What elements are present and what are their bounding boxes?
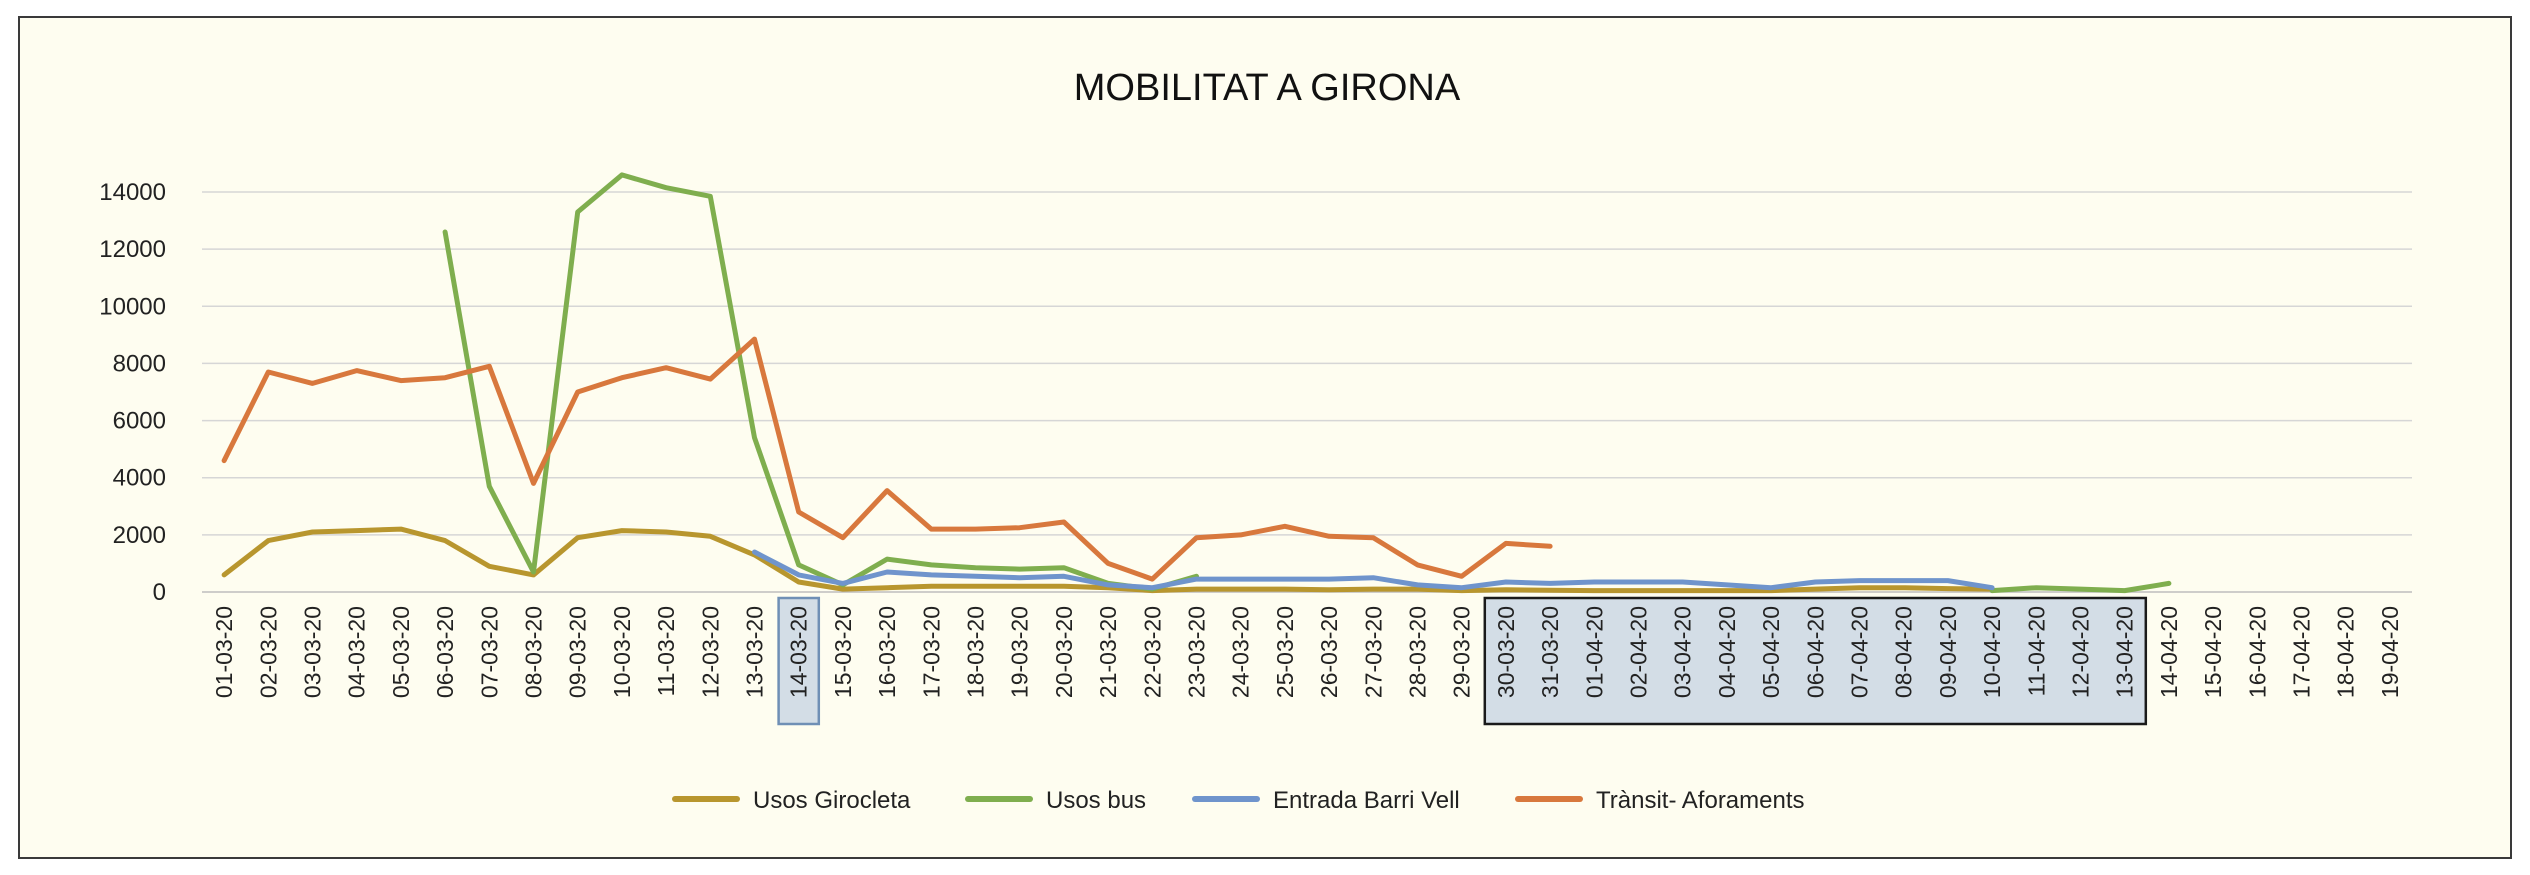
y-tick-label: 6000: [113, 408, 166, 435]
x-tick-label: 14-03-20: [786, 606, 812, 698]
x-axis-ticks: 01-03-20 02-03-20 03-03-20 04-03-20 05-03-20…: [211, 606, 2403, 698]
x-tick-label: 15-04-20: [2200, 606, 2226, 698]
y-tick-label: 8000: [113, 350, 166, 377]
legend-label: Usos bus: [1046, 787, 1146, 814]
x-tick-label: 17-04-20: [2289, 606, 2315, 698]
series-line: [1989, 580, 2172, 594]
x-tick-label: 21-03-20: [1095, 606, 1121, 698]
series-line: [752, 549, 1995, 591]
series-0: [221, 526, 1995, 594]
chart-frame: MOBILITAT A GIRONA 0 2000 4000 6000 8000 1000…: [18, 16, 2512, 859]
x-tick-label: 07-03-20: [476, 606, 502, 698]
legend-label: Entrada Barri Vell: [1273, 787, 1460, 814]
legend: Usos Girocleta Usos bus Entrada Barri Vell…: [672, 787, 1805, 814]
y-tick-label: 2000: [113, 522, 166, 549]
x-tick-label: 09-04-20: [1935, 606, 1961, 698]
x-tick-label: 16-04-20: [2244, 606, 2270, 698]
x-tick-label: 27-03-20: [1360, 606, 1386, 698]
highlight-box: [777, 596, 821, 726]
series-line: [221, 526, 1995, 594]
series-line: [221, 336, 1553, 582]
legend-label: Trànsit- Aforaments: [1596, 787, 1805, 814]
x-tick-label: 06-04-20: [1802, 606, 1828, 698]
x-tick-label: 02-04-20: [1626, 606, 1652, 698]
series-3: [221, 336, 1553, 582]
x-tick-label: 26-03-20: [1316, 606, 1342, 698]
chart-title: MOBILITAT A GIRONA: [1074, 67, 1461, 109]
series-line: [442, 172, 1199, 592]
x-tick-label: 11-04-20: [2023, 606, 2049, 696]
highlight-boxes: [777, 596, 2148, 726]
series-1: [442, 172, 2172, 594]
x-tick-label: 05-04-20: [1758, 606, 1784, 698]
x-tick-label: 04-04-20: [1714, 606, 1740, 698]
y-tick-label: 0: [153, 579, 166, 606]
x-tick-label: 07-04-20: [1847, 606, 1873, 698]
x-tick-label: 13-04-20: [2112, 606, 2138, 698]
x-tick-label: 15-03-20: [830, 606, 856, 698]
x-tick-label: 08-04-20: [1891, 606, 1917, 698]
x-tick-label: 31-03-20: [1537, 606, 1563, 698]
x-tick-label: 20-03-20: [1051, 606, 1077, 698]
x-tick-label: 10-03-20: [609, 606, 635, 698]
x-tick-label: 05-03-20: [388, 606, 414, 698]
x-tick-label: 22-03-20: [1139, 606, 1165, 698]
x-tick-label: 25-03-20: [1272, 606, 1298, 698]
x-tick-label: 01-03-20: [211, 606, 237, 698]
x-tick-label: 30-03-20: [1493, 606, 1519, 698]
x-tick-label: 03-03-20: [300, 606, 326, 698]
y-tick-label: 12000: [99, 236, 166, 263]
x-tick-label: 18-03-20: [963, 606, 989, 698]
x-tick-label: 11-03-20: [653, 606, 679, 696]
y-tick-label: 4000: [113, 465, 166, 492]
x-tick-label: 04-03-20: [344, 606, 370, 698]
x-tick-label: 12-04-20: [2068, 606, 2094, 698]
x-tick-label: 02-03-20: [255, 606, 281, 698]
x-tick-label: 18-04-20: [2333, 606, 2359, 698]
y-tick-label: 10000: [99, 293, 166, 320]
x-tick-label: 24-03-20: [1228, 606, 1254, 698]
x-tick-label: 09-03-20: [565, 606, 591, 698]
x-tick-label: 03-04-20: [1670, 606, 1696, 698]
x-tick-label: 29-03-20: [1449, 606, 1475, 698]
x-tick-label: 12-03-20: [697, 606, 723, 698]
y-tick-label: 14000: [99, 179, 166, 206]
x-tick-label: 08-03-20: [521, 606, 547, 698]
gridlines: [202, 191, 2412, 593]
x-tick-label: 23-03-20: [1184, 606, 1210, 698]
x-tick-label: 13-03-20: [742, 606, 768, 698]
x-tick-label: 17-03-20: [918, 606, 944, 698]
y-axis-ticks: 0 2000 4000 6000 8000 10000 12000 14000: [99, 179, 166, 606]
x-tick-label: 19-04-20: [2377, 606, 2403, 698]
highlight-box: [1483, 596, 2148, 726]
series-2: [752, 549, 1995, 591]
x-tick-label: 19-03-20: [1007, 606, 1033, 698]
x-tick-label: 06-03-20: [432, 606, 458, 698]
x-tick-label: 14-04-20: [2156, 606, 2182, 698]
x-tick-label: 01-04-20: [1581, 606, 1607, 698]
x-tick-label: 16-03-20: [874, 606, 900, 698]
legend-label: Usos Girocleta: [753, 787, 911, 814]
x-tick-label: 28-03-20: [1405, 606, 1431, 698]
x-tick-label: 10-04-20: [1979, 606, 2005, 698]
line-chart: MOBILITAT A GIRONA 0 2000 4000 6000 8000 1000…: [99, 67, 2412, 814]
series-lines: [221, 172, 2172, 594]
